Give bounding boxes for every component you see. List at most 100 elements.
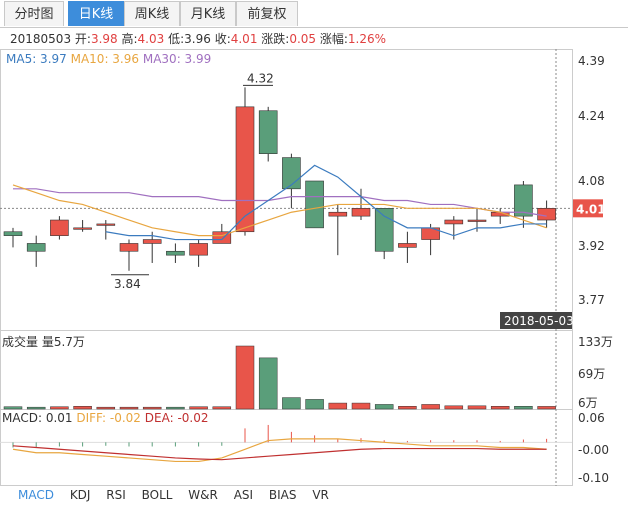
price-tick-4: 3.77 (578, 293, 605, 307)
period-tab-bar: 分时图 日K线 周K线 月K线 前复权 (0, 0, 628, 28)
indicator-tab-asi[interactable]: ASI (233, 488, 254, 502)
candle-body (328, 211, 348, 217)
volume-bar (50, 406, 69, 410)
info-open: 3.98 (90, 32, 118, 46)
price-tick-1: 4.24 (578, 109, 605, 123)
ma10-line (12, 184, 547, 237)
tab-monthly-k[interactable]: 月K线 (180, 1, 236, 26)
volume-bar (421, 404, 440, 410)
price-panel-frame (0, 49, 573, 331)
min-price-label: 3.84 (114, 277, 141, 291)
volume-bar (142, 406, 162, 410)
indicator-tab-macd[interactable]: MACD (18, 488, 54, 502)
volume-bar (351, 402, 371, 410)
vol-tick-0: 133万 (578, 335, 613, 349)
candle-body (374, 208, 394, 252)
current-price-text: 4.01 (576, 202, 606, 216)
volume-bar (374, 404, 394, 410)
info-pct: 1.26% (347, 32, 387, 46)
candle-body (235, 106, 255, 233)
max-price-label: 4.32 (247, 71, 274, 85)
candle-body (444, 219, 464, 225)
indicator-tab-kdj[interactable]: KDJ (69, 488, 91, 502)
ma-legend: MA5: 3.97 MA10: 3.96 MA30: 3.99 (6, 52, 211, 66)
ma10-legend: MA10: 3.96 (70, 52, 140, 66)
volume-bar (3, 406, 23, 410)
volume-bar (514, 406, 533, 410)
volume-legend: 成交量 量5.7万 (2, 335, 85, 349)
info-open-label: 开: (74, 32, 91, 46)
volume-bar (490, 406, 510, 410)
volume-bar (212, 406, 232, 410)
tab-forward-adjust[interactable]: 前复权 (236, 1, 298, 26)
candle-body (119, 243, 139, 252)
candle-body (305, 180, 324, 229)
volume-bar (26, 406, 46, 410)
indicator-tab-bar: MACD KDJ RSI BOLL W&R ASI BIAS VR (0, 488, 329, 508)
candle-body (537, 208, 556, 221)
info-low: 3.96 (184, 32, 211, 46)
candle-body (96, 223, 116, 226)
vol-tick-2: 6万 (578, 396, 598, 410)
ma5-legend: MA5: 3.97 (6, 52, 67, 66)
volume-bar (73, 406, 92, 410)
price-tick-3: 3.92 (578, 239, 605, 253)
candle-body (351, 208, 371, 217)
info-high: 4.03 (137, 32, 165, 46)
candle-body (142, 239, 162, 244)
volume-bar (444, 405, 464, 410)
candle-body (166, 250, 185, 256)
tab-intraday[interactable]: 分时图 (4, 1, 64, 26)
info-close-label: 收: (214, 32, 231, 46)
crosshair-date-tag (500, 312, 572, 329)
tab-daily-k[interactable]: 日K线 (68, 1, 124, 26)
ma30-legend: MA30: 3.99 (142, 52, 212, 66)
ohlc-info-bar: 20180503 开:3.98 高:4.03 低:3.96 收:4.01 涨跌:… (10, 30, 582, 48)
candle-body (514, 184, 533, 217)
volume-bar (189, 406, 208, 410)
dea-value: DEA: -0.02 (144, 411, 209, 425)
info-change: 0.05 (289, 32, 317, 46)
indicator-tab-boll[interactable]: BOLL (141, 488, 173, 502)
candle-body (258, 110, 278, 154)
macd-tick-0: 0.06 (578, 411, 605, 425)
price-tick-0: 4.39 (578, 54, 605, 68)
candle-body (398, 243, 417, 248)
current-price-tag (573, 199, 603, 218)
info-close: 4.01 (230, 32, 258, 46)
macd-tick-1: -0.00 (578, 443, 610, 457)
crosshair-date-text: 2018-05-03 (504, 314, 574, 328)
volume-bar (119, 406, 139, 410)
diff-line (12, 438, 547, 463)
volume-bar (235, 345, 255, 410)
tab-weekly-k[interactable]: 周K线 (124, 1, 180, 26)
info-date: 20180503 (10, 32, 72, 46)
macd-value: MACD: 0.01 (2, 411, 73, 425)
diff-value: DIFF: -0.02 (76, 411, 141, 425)
macd-legend: MACD: 0.01 DIFF: -0.02 DEA: -0.02 (2, 411, 209, 425)
volume-bar (537, 406, 556, 410)
candle-body (50, 219, 69, 236)
vol-tick-1: 69万 (578, 367, 606, 381)
macd-panel-frame (0, 409, 573, 486)
volume-bar (305, 399, 324, 410)
candle-body (3, 231, 23, 236)
volume-bar (398, 406, 417, 410)
info-high-label: 高: (121, 32, 138, 46)
macd-tick-2: -0.10 (578, 471, 610, 485)
ma30-line (13, 188, 547, 217)
candle-body (467, 219, 487, 222)
candle-body (73, 227, 92, 230)
info-pct-label: 涨幅: (319, 32, 348, 46)
indicator-tab-vr[interactable]: VR (312, 488, 329, 502)
indicator-tab-wr[interactable]: W&R (188, 488, 218, 502)
indicator-tab-rsi[interactable]: RSI (106, 488, 126, 502)
info-change-label: 涨跌: (261, 32, 290, 46)
indicator-tab-bias[interactable]: BIAS (268, 488, 297, 502)
volume-bar (282, 397, 301, 410)
price-tick-2: 4.08 (578, 174, 605, 188)
dea-line (12, 445, 547, 461)
volume-bar (96, 406, 116, 410)
candle-body (212, 231, 232, 244)
